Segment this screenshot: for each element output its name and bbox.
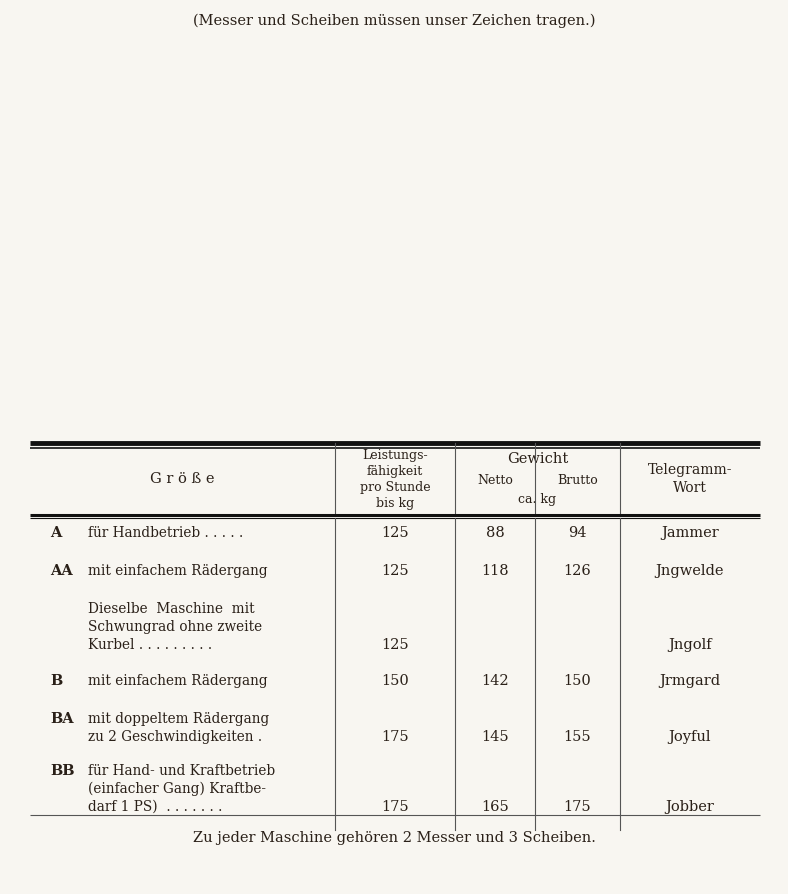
Text: Jngwelde: Jngwelde bbox=[656, 564, 724, 578]
Text: 150: 150 bbox=[563, 674, 591, 688]
Text: für Hand- und Kraftbetrieb: für Hand- und Kraftbetrieb bbox=[88, 764, 275, 778]
Text: für Handbetrieb . . . . .: für Handbetrieb . . . . . bbox=[88, 526, 243, 540]
Text: 118: 118 bbox=[481, 564, 509, 578]
Text: (Messer und Scheiben müssen unser Zeichen tragen.): (Messer und Scheiben müssen unser Zeiche… bbox=[193, 14, 595, 29]
Text: Leistungs-
fähigkeit
pro Stunde
bis kg: Leistungs- fähigkeit pro Stunde bis kg bbox=[359, 449, 430, 510]
Text: Jammer: Jammer bbox=[661, 526, 719, 540]
Text: Zu jeder Maschine gehören 2 Messer und 3 Scheiben.: Zu jeder Maschine gehören 2 Messer und 3… bbox=[192, 831, 596, 845]
Text: 126: 126 bbox=[563, 564, 591, 578]
Text: Jobber: Jobber bbox=[666, 800, 715, 814]
Text: Jngolf: Jngolf bbox=[668, 638, 712, 652]
Text: 125: 125 bbox=[381, 526, 409, 540]
Text: Gewicht: Gewicht bbox=[507, 452, 568, 466]
Text: mit einfachem Rädergang: mit einfachem Rädergang bbox=[88, 564, 268, 578]
Text: zu 2 Geschwindigkeiten .: zu 2 Geschwindigkeiten . bbox=[88, 730, 262, 744]
Text: Schwungrad ohne zweite: Schwungrad ohne zweite bbox=[88, 620, 262, 634]
Text: Kurbel . . . . . . . . .: Kurbel . . . . . . . . . bbox=[88, 638, 212, 652]
Text: B: B bbox=[50, 674, 62, 688]
Text: AA: AA bbox=[50, 564, 72, 578]
Text: 125: 125 bbox=[381, 638, 409, 652]
Text: 150: 150 bbox=[381, 674, 409, 688]
Text: Telegramm-
Wort: Telegramm- Wort bbox=[648, 463, 732, 494]
Text: 142: 142 bbox=[481, 674, 509, 688]
Text: darf 1 PS)  . . . . . . .: darf 1 PS) . . . . . . . bbox=[88, 800, 222, 814]
Text: mit doppeltem Rädergang: mit doppeltem Rädergang bbox=[88, 712, 269, 726]
Text: Netto: Netto bbox=[477, 475, 513, 487]
Text: 175: 175 bbox=[381, 800, 409, 814]
Text: A: A bbox=[50, 526, 61, 540]
Text: 125: 125 bbox=[381, 564, 409, 578]
Text: ca. kg: ca. kg bbox=[519, 493, 556, 505]
Text: Brutto: Brutto bbox=[557, 475, 598, 487]
Text: Joyful: Joyful bbox=[669, 730, 712, 744]
Text: 145: 145 bbox=[481, 730, 509, 744]
Text: Jrmgard: Jrmgard bbox=[660, 674, 720, 688]
Text: mit einfachem Rädergang: mit einfachem Rädergang bbox=[88, 674, 268, 688]
Text: G r ö ß e: G r ö ß e bbox=[151, 472, 215, 486]
Text: 175: 175 bbox=[381, 730, 409, 744]
Text: BA: BA bbox=[50, 712, 73, 726]
Text: 155: 155 bbox=[563, 730, 591, 744]
Text: 165: 165 bbox=[481, 800, 509, 814]
Text: 175: 175 bbox=[563, 800, 591, 814]
Text: Dieselbe  Maschine  mit: Dieselbe Maschine mit bbox=[88, 602, 255, 616]
Text: (einfacher Gang) Kraftbe-: (einfacher Gang) Kraftbe- bbox=[88, 782, 266, 797]
Text: 94: 94 bbox=[568, 526, 587, 540]
Text: BB: BB bbox=[50, 764, 75, 778]
Text: 88: 88 bbox=[485, 526, 504, 540]
